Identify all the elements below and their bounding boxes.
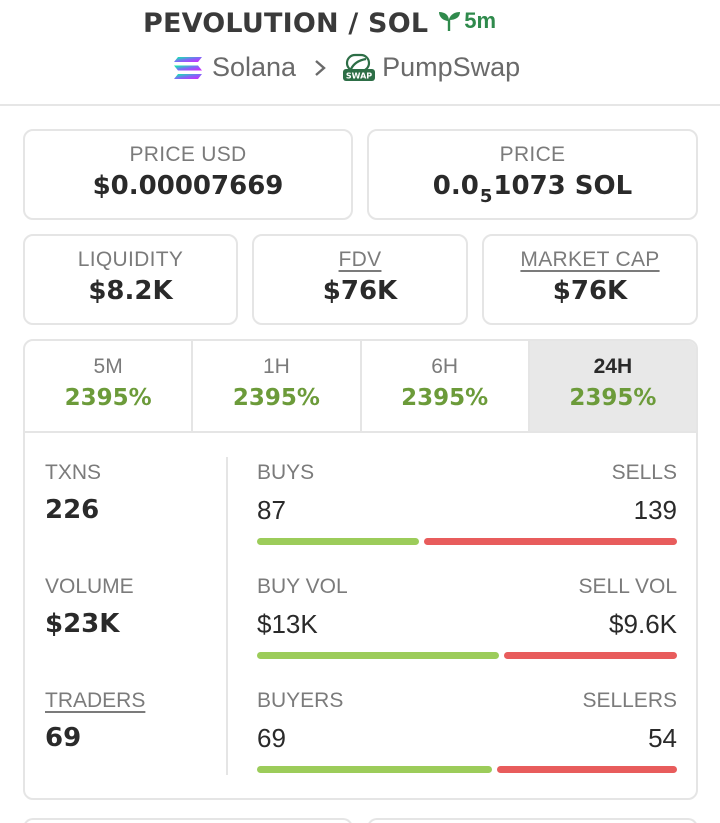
pair-age-value: 5m: [464, 7, 497, 33]
sellers-label: SELLERS: [582, 689, 677, 712]
timeframe-tabs: 5M 2395% 1H 2395% 6H 2395% 24H 2395%: [25, 341, 696, 433]
stats-panel: 5M 2395% 1H 2395% 6H 2395% 24H 2395% TXN…: [23, 339, 698, 800]
pair-title[interactable]: PEVOLUTION / SOL: [143, 8, 429, 39]
tab-price-change: 2395%: [569, 385, 657, 411]
liquidity-value: $8.2K: [88, 276, 173, 306]
buy-bar: [257, 538, 419, 545]
price-native-card: PRICE 0.051073 SOL: [367, 129, 698, 220]
market-cap-label[interactable]: MARKET CAP: [520, 248, 660, 271]
market-cap-card[interactable]: MARKET CAP $76K: [482, 234, 698, 325]
stats-divider: [226, 457, 228, 775]
breadcrumb: Solana SWAP PumpSwap: [172, 52, 520, 83]
buyers-label: BUYERS: [257, 689, 344, 712]
price-native-value: 0.051073 SOL: [369, 171, 696, 207]
buys-label: BUYS: [257, 461, 315, 484]
volume-label: VOLUME: [45, 575, 134, 598]
chain-link[interactable]: Solana: [212, 52, 297, 82]
buy-vol-value: $13K: [257, 609, 318, 639]
svg-text:SWAP: SWAP: [346, 71, 372, 80]
volume-ratio-bar: [257, 652, 677, 659]
price-usd-value: $0.00007669: [92, 171, 284, 201]
buy-vol-label: BUY VOL: [257, 575, 348, 598]
buyers-value: 69: [257, 723, 286, 753]
tab-6h[interactable]: 6H 2395%: [362, 341, 530, 431]
sell-bar: [423, 538, 677, 545]
chevron-right-icon: [315, 59, 326, 76]
tab-label: 6H: [431, 355, 459, 378]
txns-stat: TXNS 226: [45, 461, 101, 525]
fdv-card[interactable]: FDV $76K: [252, 234, 468, 325]
sells-value: 139: [633, 495, 677, 525]
sell-vol-label: SELL VOL: [578, 575, 677, 598]
pumpswap-icon: SWAP: [343, 53, 376, 81]
price-native-prefix: 0.0: [432, 171, 479, 201]
price-native-zero-count: 5: [479, 186, 493, 207]
market-cap-value: $76K: [552, 276, 628, 306]
buys-value: 87: [257, 495, 286, 525]
seedling-icon: [439, 11, 461, 31]
volume-split-row: BUY VOL SELL VOL $13K $9.6K: [257, 575, 677, 659]
traders-label[interactable]: TRADERS: [45, 689, 146, 712]
tab-price-change: 2395%: [64, 385, 152, 411]
next-card-right: [367, 818, 698, 823]
dex-link[interactable]: PumpSwap: [382, 52, 521, 82]
buy-sell-ratio-bar: [257, 538, 677, 545]
pair-header: PEVOLUTION / SOL 5m Solana: [0, 0, 720, 106]
buys-sells-row: BUYS SELLS 87 139: [257, 461, 677, 545]
traders-split-row: BUYERS SELLERS 69 54: [257, 689, 677, 773]
fdv-label[interactable]: FDV: [338, 248, 382, 271]
volume-stat: VOLUME $23K: [45, 575, 134, 639]
tab-price-change: 2395%: [232, 385, 320, 411]
tab-label: 5M: [93, 355, 123, 378]
pair-age: 5m: [436, 8, 496, 34]
price-native-label: PRICE: [499, 143, 566, 166]
buy-bar: [257, 652, 499, 659]
liquidity-card: LIQUIDITY $8.2K: [23, 234, 238, 325]
price-native-suffix: 1073 SOL: [493, 171, 633, 201]
tab-label: 24H: [593, 355, 633, 378]
traders-stat[interactable]: TRADERS 69: [45, 689, 145, 753]
traders-ratio-bar: [257, 766, 677, 773]
txns-value: 226: [45, 495, 100, 525]
tab-24h[interactable]: 24H 2395%: [529, 341, 696, 431]
tab-5m[interactable]: 5M 2395%: [25, 341, 194, 431]
sell-vol-value: $9.6K: [609, 609, 677, 639]
trade-stats: TXNS 226 VOLUME $23K TRADERS 69 BUYS SELL…: [25, 433, 696, 798]
txns-label: TXNS: [45, 461, 102, 484]
tab-price-change: 2395%: [401, 385, 489, 411]
sellers-value: 54: [648, 723, 677, 753]
volume-value: $23K: [45, 609, 120, 639]
liquidity-label: LIQUIDITY: [77, 248, 184, 271]
buy-bar: [257, 766, 493, 773]
fdv-value: $76K: [322, 276, 398, 306]
price-usd-label: PRICE USD: [129, 143, 247, 166]
pair-title-row: PEVOLUTION / SOL 5m: [143, 8, 496, 40]
sell-bar: [497, 766, 677, 773]
sell-bar: [503, 652, 677, 659]
sells-label: SELLS: [611, 461, 677, 484]
traders-value: 69: [45, 723, 82, 753]
price-usd-card: PRICE USD $0.00007669: [23, 129, 353, 220]
next-card-left: [23, 818, 353, 823]
tab-1h[interactable]: 1H 2395%: [193, 341, 362, 431]
tab-label: 1H: [262, 355, 290, 378]
solana-icon: [174, 56, 202, 79]
